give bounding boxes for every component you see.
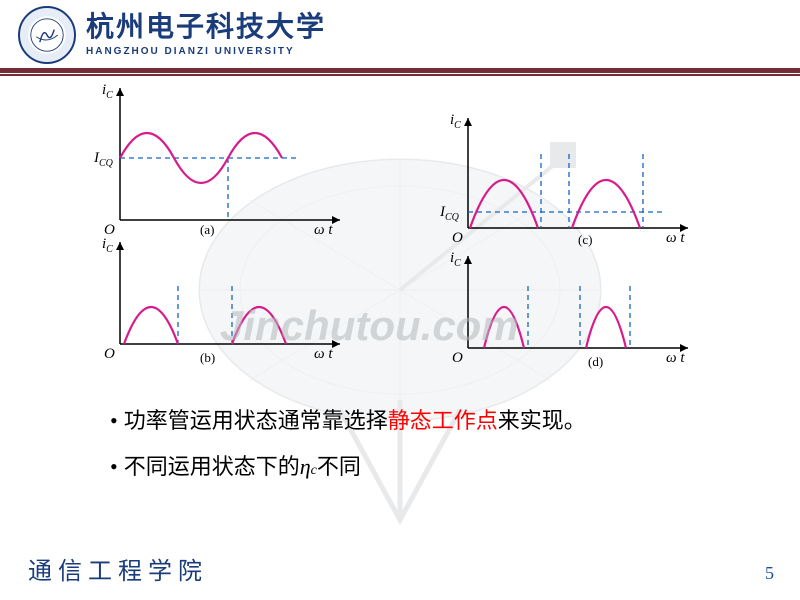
svg-text:Jinchutou.com: Jinchutou.com <box>220 302 519 349</box>
line1-post: 来实现。 <box>498 398 586 444</box>
bullet-line-1: • 功率管运用状态通常靠选择 静态工作点 来实现。 <box>110 398 586 444</box>
svg-text:iC: iC <box>450 250 461 269</box>
svg-text:ICQ: ICQ <box>439 204 460 223</box>
eta-symbol: η <box>300 444 311 490</box>
bullet-line-2: • 不同运用状态下的 ηc 不同 <box>110 444 586 490</box>
university-logo-block: 杭州电子科技大学 HANGZHOU DIANZI UNIVERSITY <box>18 6 326 64</box>
panel-tag-d: (d) <box>588 354 603 369</box>
line2-pre: 不同运用状态下的 <box>124 444 300 490</box>
university-seal-icon <box>18 6 76 64</box>
university-name: 杭州电子科技大学 HANGZHOU DIANZI UNIVERSITY <box>86 14 326 57</box>
chart-a: iC ICQ O ω t (a) <box>90 80 360 230</box>
line1-red: 静态工作点 <box>388 398 498 444</box>
panel-tag-c: (c) <box>578 232 592 247</box>
watermark: Jinchutou.com <box>220 300 580 360</box>
origin-b: O <box>104 346 115 362</box>
svg-text:iC: iC <box>450 112 461 131</box>
panel-tag-b: (b) <box>200 350 215 365</box>
svg-text:iC: iC <box>102 236 113 255</box>
bullet-dot-icon: • <box>110 444 118 490</box>
svg-text:ω t: ω t <box>666 230 685 246</box>
svg-text:ω t: ω t <box>666 350 685 366</box>
line2-post: 不同 <box>317 444 361 490</box>
page-number: 5 <box>765 563 774 584</box>
bullet-dot-icon: • <box>110 398 118 444</box>
footer-department: 通信工程学院 <box>28 551 208 586</box>
svg-text:ICQ: ICQ <box>93 150 114 169</box>
svg-text:iC: iC <box>102 82 113 101</box>
line1-pre: 功率管运用状态通常靠选择 <box>124 398 388 444</box>
university-name-cn: 杭州电子科技大学 <box>86 14 326 42</box>
chart-c: iC ICQ O ω t (c) <box>438 110 708 245</box>
university-name-en: HANGZHOU DIANZI UNIVERSITY <box>86 46 326 57</box>
body-text: • 功率管运用状态通常靠选择 静态工作点 来实现。 • 不同运用状态下的 ηc … <box>110 398 586 490</box>
origin-c: O <box>452 230 463 246</box>
waveform-charts: iC ICQ O ω t (a) iC O ω t (b) <box>90 80 710 360</box>
header-band: 杭州电子科技大学 HANGZHOU DIANZI UNIVERSITY <box>0 0 800 73</box>
